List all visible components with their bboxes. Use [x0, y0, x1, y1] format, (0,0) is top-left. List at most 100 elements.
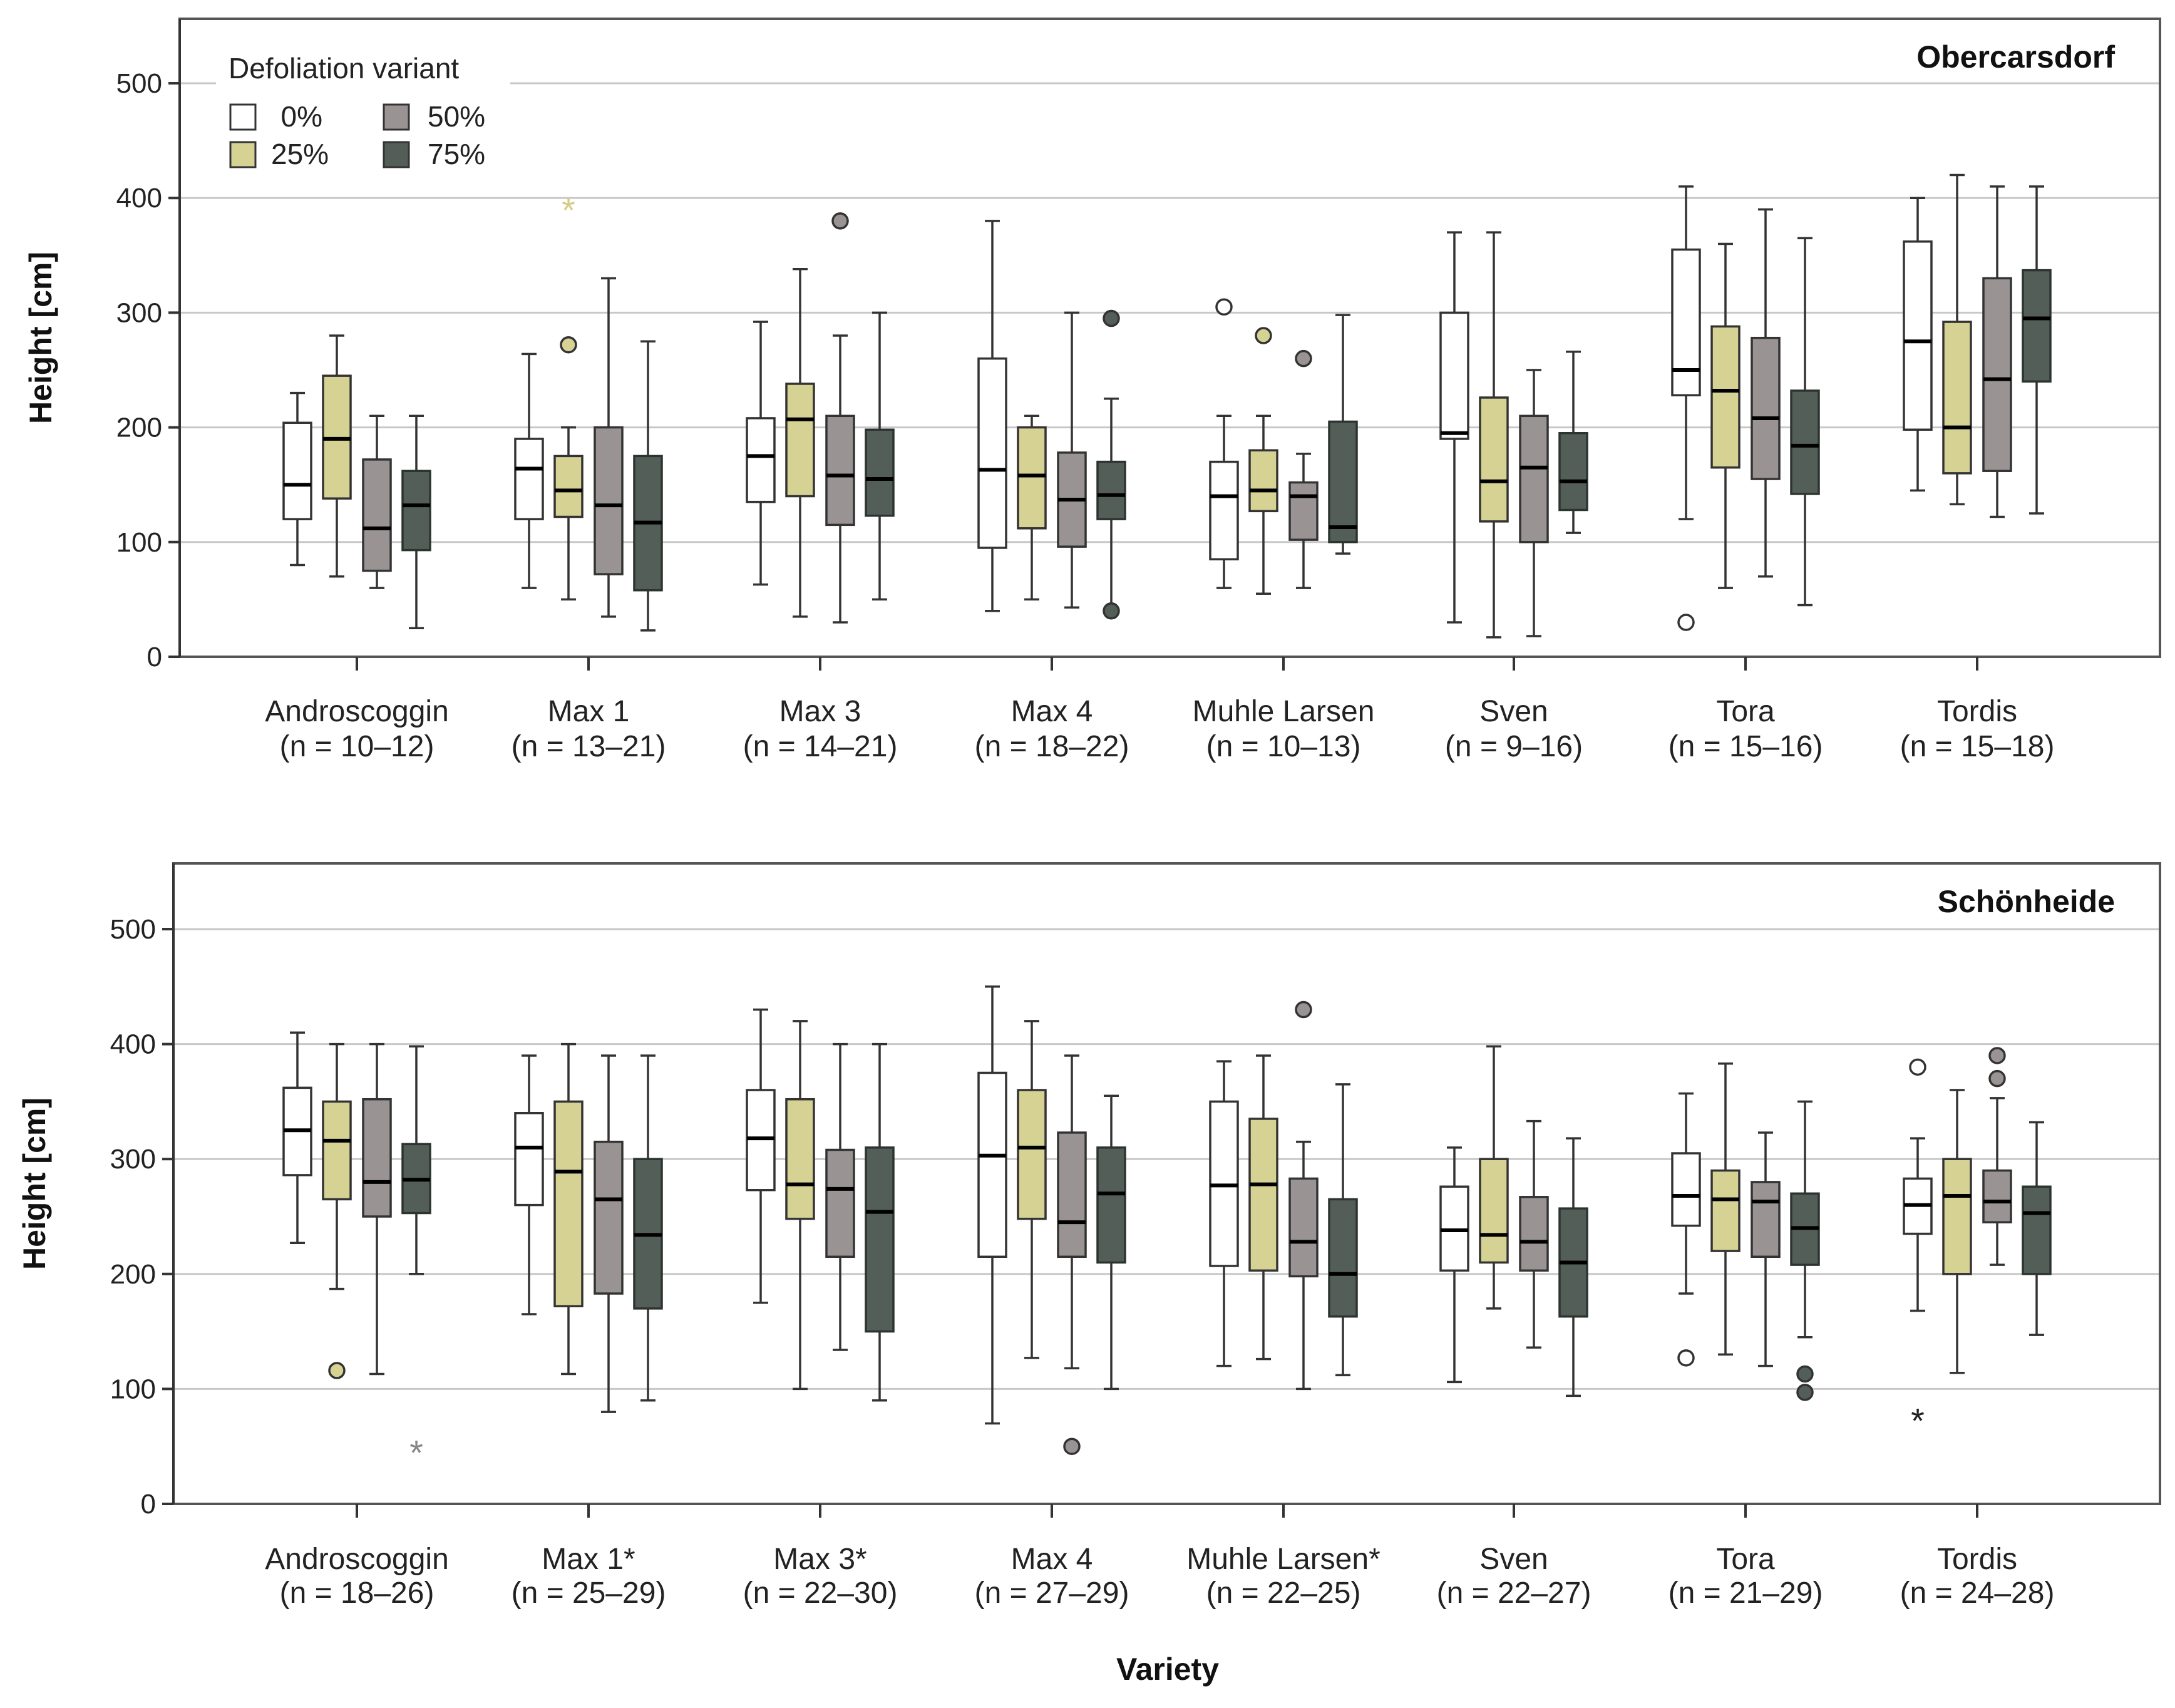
outlier-point — [1988, 1069, 2006, 1088]
box-iqr — [785, 383, 815, 498]
box-iqr — [1790, 389, 1820, 495]
sample-size-label: (n = 15–18) — [1900, 730, 2055, 763]
extreme-point: * — [562, 190, 575, 230]
outlier-point — [1063, 1438, 1081, 1455]
y-tick-label: 300 — [110, 1144, 156, 1175]
sample-size-label: (n = 24–28) — [1900, 1577, 2055, 1610]
box-iqr — [514, 438, 544, 520]
box-iqr — [1096, 1146, 1126, 1264]
y-tick-label: 200 — [116, 413, 162, 443]
category-label: Sven — [1479, 695, 1548, 728]
box-25pct-max-4 — [1017, 414, 1047, 601]
box-50pct-max-1- — [594, 1054, 624, 1413]
box-25pct-tordis — [1942, 1089, 1972, 1374]
sample-size-label: (n = 18–22) — [975, 730, 1129, 763]
box-iqr — [1288, 1177, 1319, 1278]
sample-size-label: (n = 9–16) — [1445, 730, 1583, 763]
box-iqr — [401, 470, 431, 552]
legend-label: 50% — [428, 100, 485, 133]
y-tick-label: 200 — [110, 1259, 156, 1290]
box-iqr — [977, 357, 1007, 549]
y-tick-label: 500 — [110, 914, 156, 945]
outlier-point — [1988, 1047, 2006, 1064]
outlier-point — [1796, 1365, 1814, 1383]
box-iqr — [362, 458, 392, 572]
box-iqr — [1982, 277, 2012, 472]
box-iqr — [594, 426, 624, 575]
box-25pct-androscoggin — [322, 1042, 352, 1379]
box-50pct-muhle-larsen — [1288, 349, 1319, 589]
category-label: Muhle Larsen — [1193, 695, 1375, 728]
box-iqr — [1017, 426, 1047, 530]
x-axis-label: Variety — [1116, 1652, 1219, 1687]
sample-size-label: (n = 22–25) — [1206, 1577, 1361, 1610]
y-tick-label: 100 — [116, 527, 162, 558]
box-50pct-sven — [1519, 369, 1549, 637]
box-iqr — [322, 1100, 352, 1201]
outlier-point — [560, 336, 577, 354]
box-75pct-muhle-larsen — [1328, 314, 1358, 555]
legend-swatch — [229, 103, 257, 131]
category-label: Tora — [1716, 695, 1775, 728]
box-iqr — [1479, 396, 1509, 523]
box-iqr — [1519, 414, 1549, 543]
plot-frame — [172, 862, 2161, 1505]
box-iqr — [1751, 336, 1781, 480]
box-iqr — [825, 1148, 855, 1258]
legend-label: 0% — [281, 100, 322, 133]
category-label: Tordis — [1937, 695, 2017, 728]
box-iqr — [1671, 1152, 1701, 1227]
box-iqr — [594, 1140, 624, 1295]
box-iqr — [1751, 1181, 1781, 1258]
box-75pct-tordis — [2022, 1121, 2052, 1336]
sample-size-label: (n = 13–21) — [512, 730, 666, 763]
box-25pct-max-1: * — [553, 190, 584, 601]
sample-size-label: (n = 10–13) — [1206, 730, 1361, 763]
sample-size-label: (n = 22–27) — [1437, 1577, 1591, 1610]
box-0pct-max-4 — [977, 985, 1007, 1425]
box-iqr — [1057, 1131, 1087, 1258]
box-50pct-tora — [1751, 1131, 1781, 1367]
box-75pct-max-4 — [1096, 309, 1126, 620]
outlier-point — [831, 212, 849, 230]
box-50pct-max-4 — [1057, 1054, 1087, 1455]
y-tick-label: 100 — [110, 1374, 156, 1404]
outlier-point — [1677, 614, 1695, 631]
box-0pct-tordis — [1903, 197, 1933, 492]
outlier-point — [1295, 349, 1312, 368]
box-iqr — [746, 417, 776, 503]
box-25pct-tora — [1710, 242, 1741, 589]
outlier-point — [1677, 1349, 1695, 1367]
sample-size-label: (n = 10–12) — [280, 730, 434, 763]
box-50pct-sven — [1519, 1119, 1549, 1349]
box-25pct-max-3- — [785, 1020, 815, 1391]
category-label: Max 3 — [779, 695, 861, 728]
box-75pct-tora — [1790, 1100, 1820, 1401]
box-iqr — [362, 1098, 392, 1218]
sample-size-label: (n = 22–30) — [743, 1577, 898, 1610]
sample-size-label: (n = 14–21) — [743, 730, 898, 763]
box-0pct-tora — [1671, 185, 1701, 631]
legend-title-bg — [216, 44, 510, 86]
box-25pct-androscoggin — [322, 334, 352, 578]
box-75pct-tordis — [2022, 185, 2052, 515]
box-50pct-max-3- — [825, 1042, 855, 1351]
box-75pct-sven — [1558, 1137, 1588, 1397]
box-25pct-sven — [1479, 231, 1509, 639]
legend-swatch — [229, 141, 257, 168]
box-iqr — [1209, 460, 1239, 561]
sample-size-label: (n = 21–29) — [1669, 1577, 1823, 1610]
box-75pct-tora — [1790, 237, 1820, 607]
box-25pct-max-4 — [1017, 1020, 1047, 1359]
extreme-point: * — [409, 1433, 423, 1473]
box-0pct-max-4 — [977, 220, 1007, 612]
y-tick-label: 0 — [147, 642, 162, 672]
box-50pct-tora — [1751, 208, 1781, 578]
category-label: Muhle Larsen* — [1186, 1543, 1381, 1576]
y-tick-label: 400 — [116, 183, 162, 214]
box-25pct-max-1- — [553, 1042, 584, 1376]
box-iqr — [1942, 1158, 1972, 1275]
panel-title: Obercarsdorf — [1916, 39, 2115, 75]
category-label: Androscoggin — [265, 1543, 449, 1576]
